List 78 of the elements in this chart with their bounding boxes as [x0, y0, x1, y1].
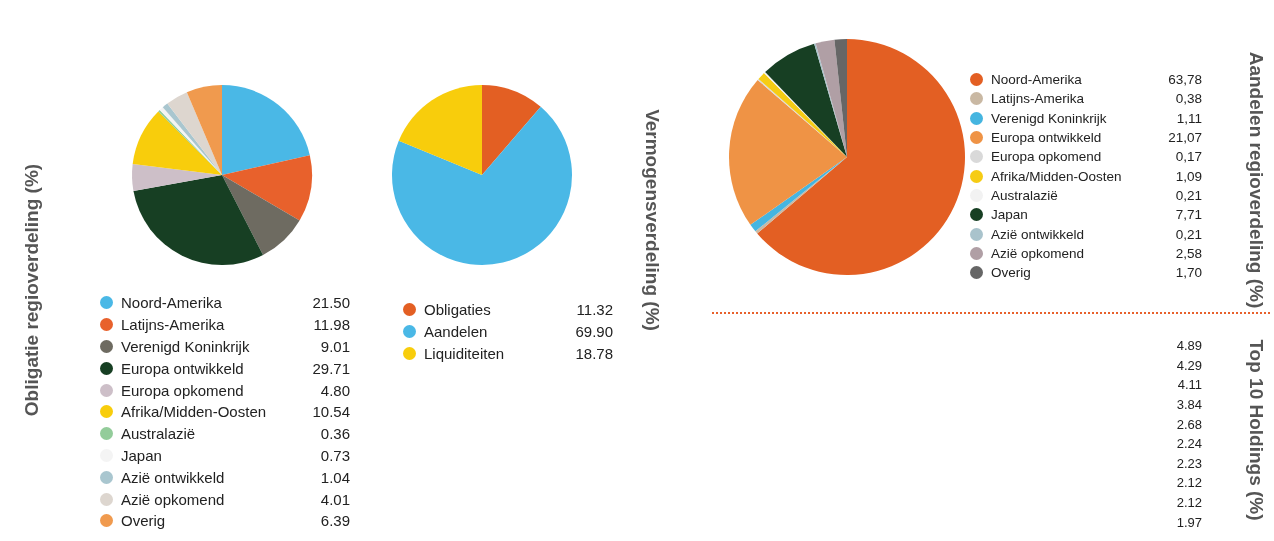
- data-label: 1.04: [320, 468, 350, 486]
- legend-label: Azië opkomend: [121, 490, 226, 508]
- text: Obligatie regioverdeling (%): [21, 163, 43, 417]
- data-label: 1.97: [1176, 514, 1202, 530]
- data-label: 69.90: [575, 322, 613, 340]
- legend-label: Verenigd Koninkrijk: [121, 337, 251, 355]
- data-label: 4.29: [1176, 357, 1202, 373]
- legend-label: Latijns-Amerika: [121, 316, 226, 334]
- data-label: 2.12: [1176, 495, 1202, 511]
- pie-slice: [222, 175, 300, 256]
- data-label: 18.78: [575, 344, 613, 362]
- legend-label: Europa opkomend: [121, 381, 245, 399]
- legend-label: Overig: [991, 265, 1032, 281]
- pie-slice: [482, 85, 541, 175]
- data-label: 2.12: [1176, 475, 1202, 491]
- legend-label: Noord-Amerika: [991, 72, 1083, 88]
- pie-slice: [167, 92, 222, 175]
- text: Aandelen regioverdeling (%): [1245, 51, 1267, 309]
- data-label: 4.11: [1177, 377, 1202, 393]
- legend-label: Overig: [121, 512, 167, 530]
- data-label: 21.50: [312, 294, 350, 312]
- data-label: 4.01: [320, 490, 350, 508]
- pie-slice: [757, 39, 965, 275]
- data-label: 0.73: [320, 446, 350, 464]
- data-label: 0,17: [1175, 149, 1202, 165]
- data-label: 9.01: [320, 337, 350, 355]
- data-label: 2.68: [1176, 416, 1202, 432]
- legend-label: Australazië: [121, 425, 197, 443]
- pie-slice: [132, 164, 222, 192]
- data-label: 10.54: [312, 403, 350, 421]
- data-label: 0,38: [1175, 91, 1202, 107]
- legend-label: Japan: [991, 207, 1029, 223]
- data-label: 0,21: [1175, 187, 1202, 203]
- data-label: 21,07: [1168, 130, 1202, 146]
- data-label: 4.89: [1176, 338, 1202, 354]
- data-label: 11.98: [313, 316, 350, 334]
- legend-label: Europa ontwikkeld: [121, 359, 245, 377]
- legend-label: Afrika/Midden-Oosten: [121, 403, 268, 421]
- legend-label: Obligaties: [424, 300, 492, 318]
- legend-label: Europa ontwikkeld: [991, 130, 1103, 146]
- data-label: 7,71: [1175, 207, 1202, 223]
- pie-slice: [133, 175, 264, 265]
- legend-label: Latijns-Amerika: [991, 91, 1086, 107]
- data-label: 1,11: [1176, 110, 1202, 126]
- data-label: 1,70: [1175, 265, 1202, 281]
- legend-label: Azië ontwikkeld: [991, 226, 1086, 242]
- legend-label: Azië opkomend: [991, 245, 1086, 261]
- data-label: 1,09: [1175, 168, 1202, 184]
- data-label: 11.32: [576, 300, 613, 318]
- data-label: 29.71: [312, 359, 350, 377]
- data-label: 0,21: [1175, 226, 1202, 242]
- data-label: 0.36: [320, 425, 350, 443]
- pie-slice: [729, 79, 847, 225]
- legend-label: Japan: [121, 446, 163, 464]
- legend-label: Liquiditeiten: [424, 344, 506, 362]
- data-label: 2.23: [1176, 455, 1202, 471]
- legend-label: Azië ontwikkeld: [121, 468, 226, 486]
- pie-slice: [186, 85, 222, 175]
- text: Vermogensverdeling (%): [641, 109, 663, 331]
- data-label: 4.80: [320, 381, 350, 399]
- text: Top 10 Holdings (%): [1245, 339, 1267, 521]
- legend-label: Australazië: [991, 187, 1059, 203]
- pie-slice: [222, 155, 312, 221]
- pie-slice: [398, 85, 482, 175]
- data-label: 2,58: [1175, 245, 1202, 261]
- pie-slice: [765, 43, 847, 157]
- legend-label: Aandelen: [424, 322, 489, 340]
- legend-label: Europa opkomend: [991, 149, 1103, 165]
- data-label: 3.84: [1176, 397, 1202, 413]
- data-label: 2.24: [1176, 436, 1202, 452]
- data-label: 63,78: [1168, 72, 1202, 88]
- legend-label: Noord-Amerika: [121, 294, 223, 312]
- pie-slice: [222, 85, 310, 175]
- data-label: 6.39: [320, 512, 350, 530]
- legend-label: Afrika/Midden-Oosten: [991, 168, 1123, 184]
- pie-slice: [392, 106, 572, 265]
- pie-slice: [132, 111, 222, 175]
- legend-label: Verenigd Koninkrijk: [991, 110, 1108, 126]
